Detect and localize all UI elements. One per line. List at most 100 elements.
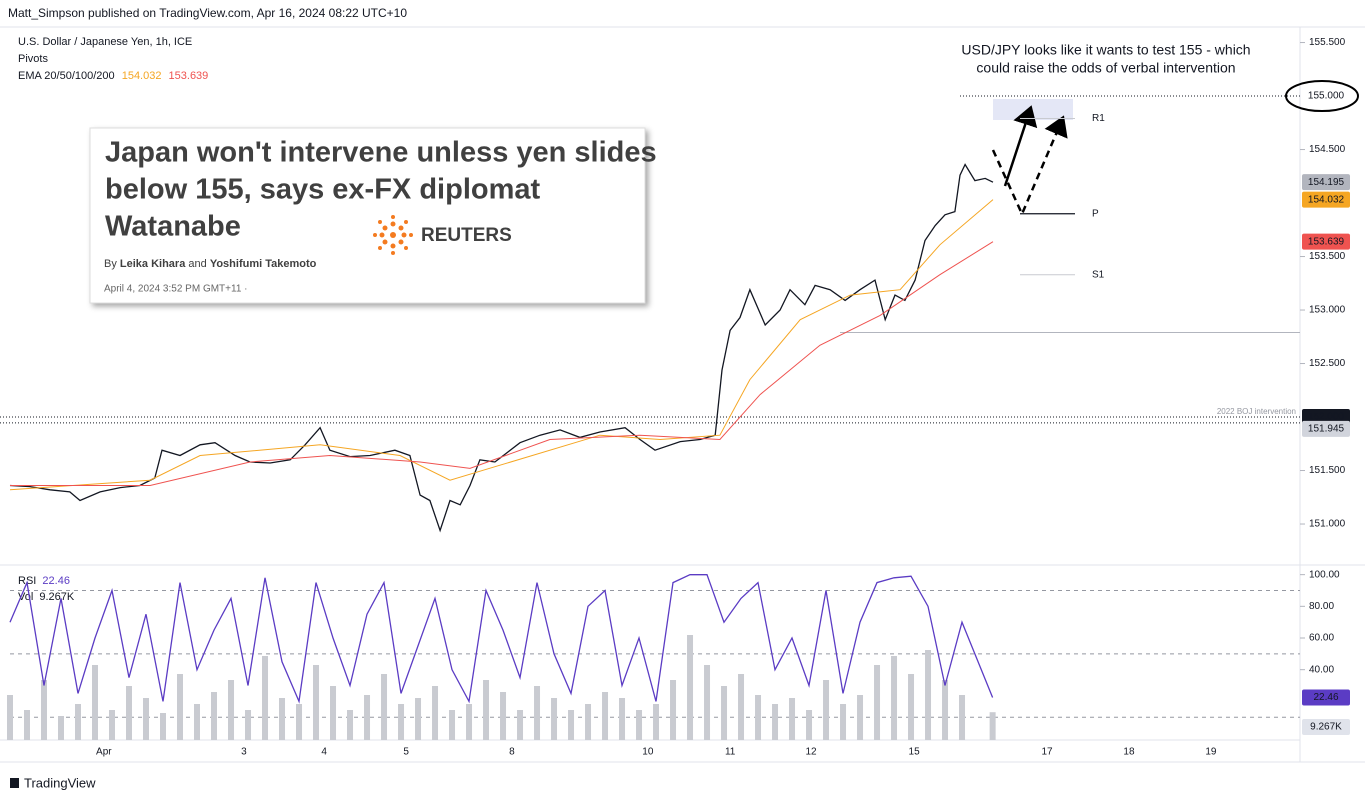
target-zone [993,99,1073,120]
price-box-label: 155.000 [1308,91,1345,102]
volume-bar [143,698,150,740]
volume-bar [823,680,830,740]
volume-bar [296,704,303,740]
and: and [188,258,206,270]
volume-bar [75,704,82,740]
volume-bar [7,695,13,740]
volume-bar [313,665,320,740]
y-tick-label: 80.00 [1309,601,1334,612]
volume-bar [24,710,31,740]
volume-bar [364,695,371,740]
x-tick-label: 5 [403,747,409,758]
volume-bar [177,674,184,740]
volume-bar [245,710,252,740]
x-tick-label: 11 [725,747,736,758]
tv-logo: TradingView [10,775,96,790]
pivot-label: S1 [1092,269,1105,280]
pivot-label: P [1092,208,1099,219]
ema20-value: 154.032 [122,70,162,82]
series-line [10,241,994,486]
price-box-label: 9.267K [1310,722,1342,733]
volume-bar [211,692,218,740]
article-date: April 4, 2024 3:52 PM GMT+11 · [104,284,248,295]
volume-bar [585,704,592,740]
volume-bar [381,674,388,740]
vol-value: 9.267K [39,591,75,603]
volume-bar [755,695,762,740]
price-box-label: 151.945 [1308,424,1345,435]
price-box [1302,420,1350,437]
headline: Japan won't intervene unless yen slides [105,137,657,169]
volume-bar [772,704,779,740]
volume-bar [840,704,847,740]
x-tick-label: 8 [509,747,515,758]
volume-bar [670,680,677,740]
price-box-label: 154.032 [1308,194,1345,205]
volume-bar [738,674,745,740]
price-box-label: 154.195 [1308,177,1345,188]
volume-bar [449,710,456,740]
y-tick-label: 40.00 [1309,664,1334,675]
volume-bar [653,704,660,740]
volume-bar [619,698,626,740]
volume-bar [279,698,286,740]
brand: REUTERS [421,225,512,246]
volume-bar [687,635,694,740]
pivot-label: R1 [1092,113,1105,124]
y-tick-label: 155.500 [1309,37,1346,48]
volume-bar [262,656,269,740]
price-box [1302,689,1350,706]
price-box-label: 153.639 [1308,236,1345,247]
volume-bar [415,698,422,740]
article-card: Japan won't intervene unless yen slides … [89,127,657,304]
volume-bar [568,710,575,740]
volume-bar [500,692,507,740]
ema50-value: 153.639 [169,70,209,82]
volume-bar [194,704,201,740]
vol-legend: Vol 9.267K [18,591,75,603]
annotation: could raise the odds of verbal intervent… [976,60,1235,76]
x-tick-label: Apr [96,747,112,758]
volume-bar [432,686,439,740]
volume-bar [228,680,235,740]
volume-bar [109,710,116,740]
x-tick-label: 12 [806,747,818,758]
headline: below 155, says ex-FX diplomat [105,174,540,206]
series-line [9,199,994,491]
x-tick-label: 19 [1205,747,1217,758]
volume-bar [925,650,932,740]
x-tick-label: 15 [909,747,921,758]
volume-bar [398,704,405,740]
author: Yoshifumi Takemoto [210,258,317,270]
x-tick-label: 4 [321,747,327,758]
footer-brand: TradingView [24,775,96,790]
author: Leika Kihara [120,258,186,270]
y-tick-label: 152.500 [1309,358,1346,369]
volume-bar [636,710,643,740]
y-tick-label: 154.500 [1309,144,1346,155]
volume-bar [534,686,541,740]
price-box [1302,719,1350,735]
volume-bar [942,680,949,740]
volume-bar [517,710,524,740]
price-box [1302,88,1350,105]
publisher: Matt_Simpson published on TradingView.co… [8,6,407,20]
headline: Watanabe [105,211,241,243]
byline: By Leika Kihara and Yoshifumi Takemoto [104,258,317,270]
volume-bar [58,716,65,740]
price-box [1302,233,1350,250]
y-tick-label: 60.00 [1309,633,1334,644]
ema-label: EMA 20/50/100/200 [18,70,115,82]
volume-bar [483,680,490,740]
series-line [9,163,994,533]
volume-bar [891,656,898,740]
volume-bar [347,710,354,740]
highlight-circle [1285,80,1359,113]
arrow-solid [1003,105,1038,187]
price-box-label: 152.000 [1308,412,1345,423]
symbol-title: U.S. Dollar / Japanese Yen, 1h, ICE [18,36,192,48]
volume-bar [704,665,711,740]
volume-bar [959,695,966,740]
price-box [1302,191,1350,208]
